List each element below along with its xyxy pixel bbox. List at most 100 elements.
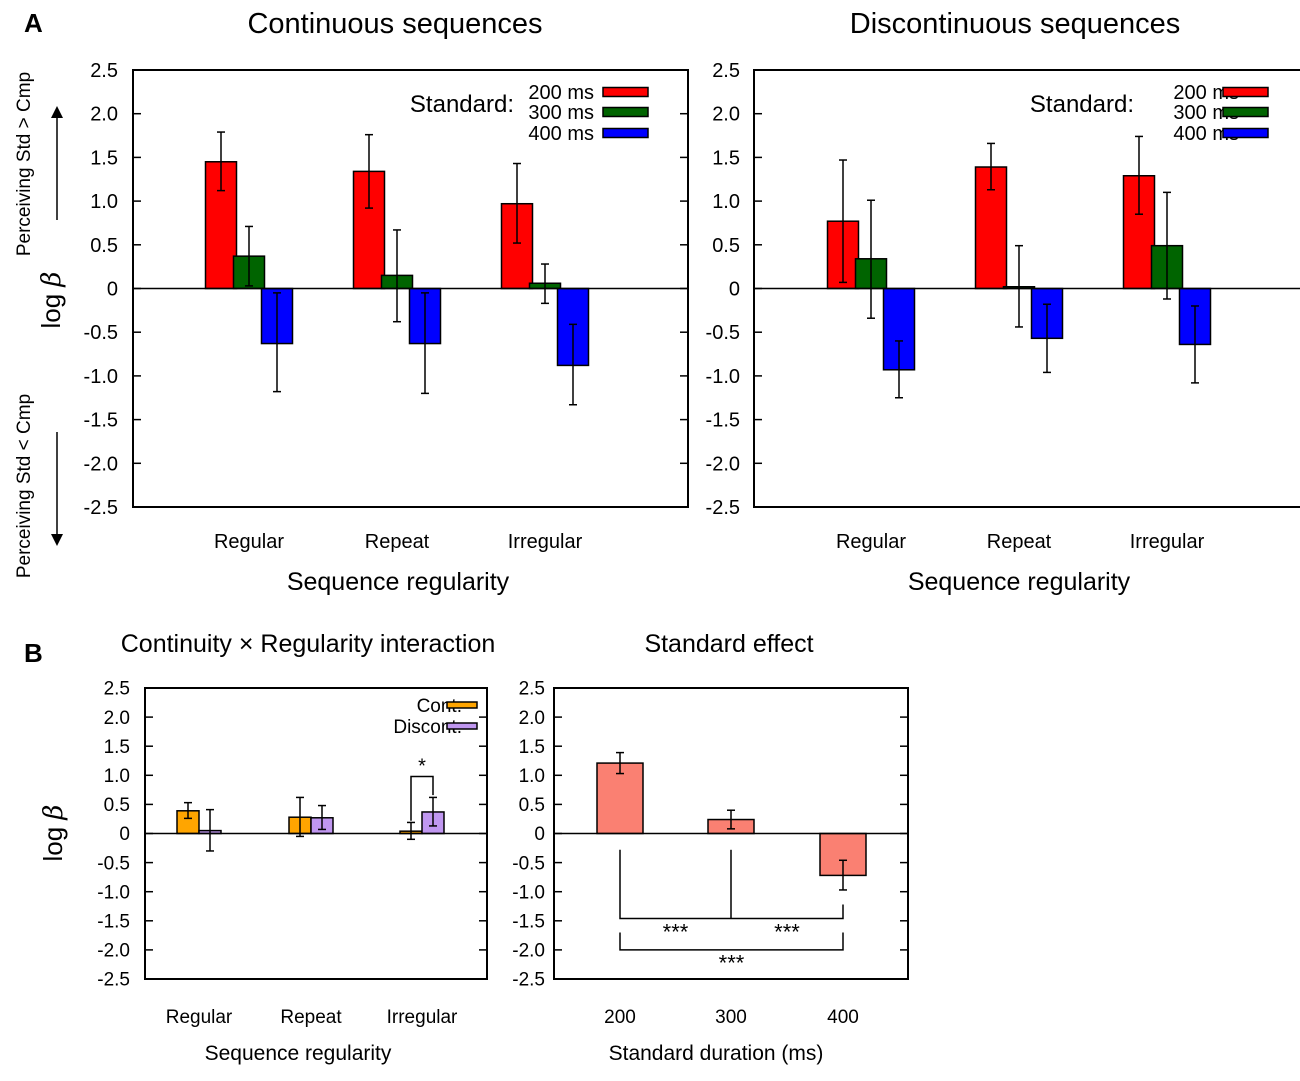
y-tick-label: -2.5 <box>512 970 545 991</box>
legend-swatch <box>1222 86 1269 98</box>
chart-panel-1: Continuous sequences 2.5 2.0 1.5 1.0 0.5 0 -0.5… <box>84 8 689 596</box>
y-tick-label: -0.5 <box>84 322 118 344</box>
y-axis-label: log β <box>38 805 69 862</box>
y-tick-label: 0.5 <box>712 235 740 257</box>
plot-frame <box>553 687 909 980</box>
chart-title: Continuous sequences <box>247 8 542 40</box>
significance-star: * <box>418 755 426 777</box>
legend-swatch <box>1222 127 1269 139</box>
direction-label-up: Perceiving Std > Cmp <box>14 72 35 256</box>
legend-swatch <box>602 106 649 118</box>
y-tick-label: 1.0 <box>519 766 545 787</box>
y-tick-label: 2.5 <box>104 679 130 700</box>
legend-swatch <box>602 127 649 139</box>
y-tick-label: -0.5 <box>706 322 740 344</box>
y-tick-label: -2.0 <box>706 453 740 475</box>
y-tick-label: -2.5 <box>84 497 118 519</box>
chart-title: Continuity × Regularity interaction <box>121 630 496 658</box>
chart-panel-4: Standard effect 2.5 2.0 1.5 1.0 0.5 0 -0.5 -1.0 -… <box>512 630 909 1065</box>
x-tick-label: Repeat <box>987 531 1052 553</box>
y-tick-label: -1.0 <box>97 882 130 903</box>
legend-entry-label: Discont. <box>393 717 462 738</box>
significance-star: *** <box>719 950 745 975</box>
x-tick-label: 300 <box>715 1007 747 1028</box>
y-tick-label: -2.0 <box>84 453 118 475</box>
plot-frame <box>144 687 488 980</box>
y-tick-label: 0.5 <box>104 795 130 816</box>
y-tick-label: 1.0 <box>90 191 118 213</box>
chart-title: Discontinuous sequences <box>850 8 1180 40</box>
y-tick-label: 1.0 <box>104 766 130 787</box>
arrow-down-icon <box>51 534 63 546</box>
arrow-up-icon <box>51 106 63 118</box>
plot-frame <box>132 69 689 508</box>
y-tick-label: 2.0 <box>519 708 545 729</box>
x-axis-label: Sequence regularity <box>908 568 1131 596</box>
chart-panel-3: Continuity × Regularity interaction 2.5 2.… <box>97 630 495 1065</box>
significance-star: *** <box>663 919 689 944</box>
x-axis-label: Sequence regularity <box>287 568 510 596</box>
significance-star: *** <box>774 919 800 944</box>
y-tick-label: -1.5 <box>512 911 545 932</box>
x-tick-label: Regular <box>214 531 284 553</box>
x-tick-label: Irregular <box>387 1007 458 1028</box>
legend-swatch <box>602 86 649 98</box>
x-axis-label: Standard duration (ms) <box>609 1042 824 1065</box>
y-tick-label: -1.0 <box>706 366 740 388</box>
y-tick-label: 1.5 <box>519 737 545 758</box>
legend-entry-label: 200 ms <box>528 82 594 104</box>
y-tick-label: 1.5 <box>90 147 118 169</box>
plot-frame <box>753 69 1300 508</box>
y-tick-label: -2.0 <box>97 941 130 962</box>
y-tick-label: 2.5 <box>90 60 118 82</box>
y-tick-label: 0.5 <box>519 795 545 816</box>
y-tick-label: 1.0 <box>712 191 740 213</box>
x-tick-label: 400 <box>827 1007 859 1028</box>
x-tick-label: Repeat <box>365 531 430 553</box>
direction-label-down: Perceiving Std < Cmp <box>14 394 35 578</box>
legend-entry-label: 300 ms <box>528 102 594 124</box>
y-tick-label: -1.0 <box>512 882 545 903</box>
y-tick-label: 0 <box>119 824 130 845</box>
y-tick-label: 0 <box>534 824 545 845</box>
y-tick-label: -2.0 <box>512 941 545 962</box>
y-tick-label: 2.5 <box>519 679 545 700</box>
y-tick-label: 2.0 <box>104 708 130 729</box>
chart-panel-2: Discontinuous sequences 2.5 2.0 1.5 1.0 0.5 0 -… <box>706 8 1300 596</box>
y-tick-label: -1.5 <box>706 410 740 432</box>
legend-swatch <box>446 701 478 709</box>
y-tick-label: -0.5 <box>512 853 545 874</box>
legend-swatch <box>1222 106 1269 118</box>
x-tick-label: Regular <box>836 531 906 553</box>
significance-bracket <box>410 775 434 821</box>
x-tick-label: Repeat <box>280 1007 342 1028</box>
y-tick-label: 0 <box>729 279 740 301</box>
y-tick-label: -1.5 <box>84 410 118 432</box>
y-tick-label: -1.5 <box>97 911 130 932</box>
x-tick-label: 200 <box>604 1007 636 1028</box>
significance-bracket <box>619 932 844 951</box>
x-axis-label: Sequence regularity <box>205 1042 392 1065</box>
y-tick-label: 1.5 <box>104 737 130 758</box>
y-tick-label: -1.0 <box>84 366 118 388</box>
x-tick-label: Regular <box>166 1007 233 1028</box>
chart-title: Standard effect <box>644 630 813 658</box>
y-tick-label: -2.5 <box>97 970 130 991</box>
legend-title: Standard: <box>410 91 514 118</box>
legend-title: Standard: <box>1030 91 1134 118</box>
x-tick-label: Irregular <box>508 531 583 553</box>
legend-entry-label: 400 ms <box>528 123 594 145</box>
y-tick-label: 1.5 <box>712 147 740 169</box>
legend-swatch <box>446 722 478 730</box>
panel-label-b: B <box>24 638 43 668</box>
y-axis-label: log β <box>36 272 67 329</box>
x-tick-label: Irregular <box>1130 531 1205 553</box>
y-tick-label: -0.5 <box>97 853 130 874</box>
y-tick-label: 2.0 <box>90 104 118 126</box>
y-tick-label: 2.0 <box>712 104 740 126</box>
panel-label-a: A <box>24 8 43 38</box>
y-tick-label: 0 <box>107 279 118 301</box>
y-tick-label: 0.5 <box>90 235 118 257</box>
y-tick-label: 2.5 <box>712 60 740 82</box>
